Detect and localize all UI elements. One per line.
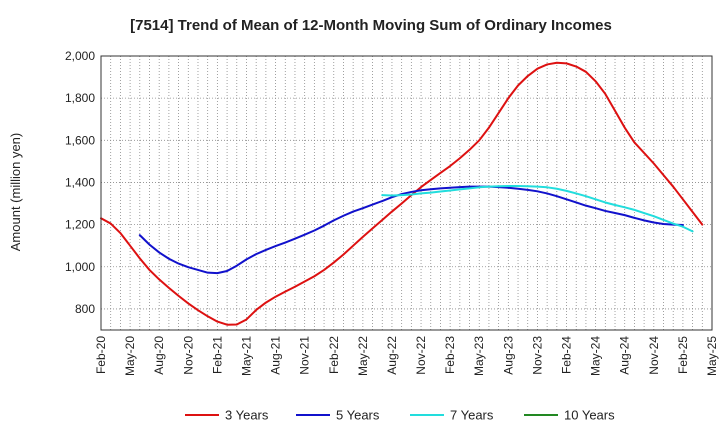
x-tick-label: May-23 <box>472 336 486 376</box>
y-tick-label: 1,800 <box>65 91 95 105</box>
x-tick-label: Nov-21 <box>298 336 312 375</box>
series-line-7-years <box>381 185 694 233</box>
y-axis-label: Amount (million yen) <box>8 133 23 252</box>
legend: 3 Years 5 Years 7 Years 10 Years <box>185 408 615 423</box>
x-tick-label: Feb-20 <box>94 336 108 374</box>
y-tick-labels: 800 1,000 1,200 1,400 1,600 1,800 2,000 <box>65 49 95 316</box>
x-tick-label: May-22 <box>356 336 370 376</box>
x-tick-label: May-24 <box>589 336 603 376</box>
x-tick-label: Feb-25 <box>676 336 690 374</box>
x-tick-label: May-20 <box>123 336 137 376</box>
x-tick-label: Aug-21 <box>269 336 283 375</box>
x-tick-label: Aug-20 <box>152 336 166 375</box>
chart-title: [7514] Trend of Mean of 12-Month Moving … <box>130 17 612 34</box>
x-tick-label: Aug-23 <box>501 336 515 375</box>
series-line-3-years <box>100 61 704 326</box>
x-tick-label: Aug-22 <box>385 336 399 375</box>
x-tick-label: Feb-24 <box>560 336 574 374</box>
series-line-5-years <box>138 185 684 275</box>
x-tick-labels: Feb-20 May-20 Aug-20 Nov-20 Feb-21 May-21 Aug-… <box>94 336 719 376</box>
legend-label: 7 Years <box>450 408 494 423</box>
x-tick-label: Nov-20 <box>181 336 195 375</box>
legend-label: 5 Years <box>336 408 380 423</box>
x-tick-label: Feb-22 <box>327 336 341 374</box>
x-tick-label: Nov-22 <box>414 336 428 375</box>
x-tick-label: Nov-24 <box>647 336 661 375</box>
x-tick-label: May-25 <box>705 336 719 376</box>
y-tick-label: 1,200 <box>65 218 95 232</box>
x-tick-label: Feb-23 <box>443 336 457 374</box>
x-tick-label: May-21 <box>239 336 253 376</box>
y-tick-label: 2,000 <box>65 49 95 63</box>
plot-frame <box>100 55 713 331</box>
legend-label: 3 Years <box>225 408 269 423</box>
y-tick-label: 1,000 <box>65 260 95 274</box>
y-tick-label: 800 <box>75 302 95 316</box>
y-tick-label: 1,600 <box>65 133 95 147</box>
x-tick-label: Aug-24 <box>618 336 632 375</box>
x-tick-label: Nov-23 <box>530 336 544 375</box>
series-layer <box>100 61 704 326</box>
x-tick-label: Feb-21 <box>210 336 224 374</box>
grid-layer <box>101 55 712 330</box>
legend-label: 10 Years <box>564 408 615 423</box>
y-tick-label: 1,400 <box>65 175 95 189</box>
